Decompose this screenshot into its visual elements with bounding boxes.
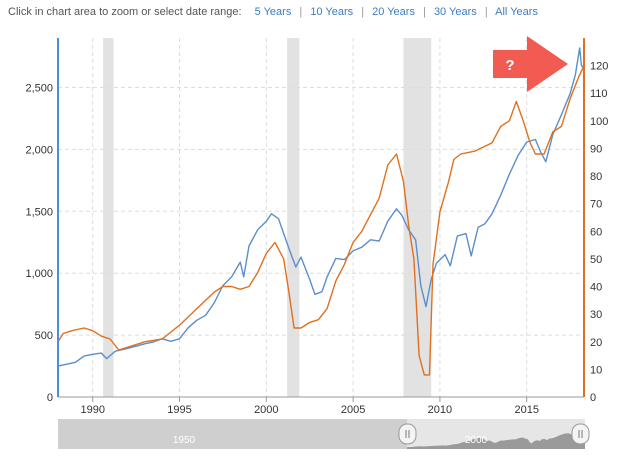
right-axis-tick-label: 20	[590, 337, 602, 349]
range-20-years[interactable]: 20 Years	[372, 6, 415, 18]
x-axis-tick-label: 2005	[341, 404, 365, 416]
left-axis-tick-label: 2,000	[25, 144, 53, 156]
navigator[interactable]: 1950 2000	[58, 419, 590, 449]
x-axis-tick-label: 1995	[167, 404, 191, 416]
axes: 0 500 1,000 1,500 2,000 2,500 0 10 20 30 40 50 60 70 8…	[25, 38, 608, 416]
right-axis-tick-label: 50	[590, 254, 602, 266]
navigator-label-2000: 2000	[465, 435, 488, 446]
x-axis-tick-label: 1990	[80, 404, 104, 416]
callout-text: ?	[505, 57, 514, 74]
navigator-handle-left[interactable]	[398, 423, 417, 445]
navigator-handle-right[interactable]	[571, 423, 590, 445]
grid-lines	[58, 38, 584, 397]
recession-bands	[103, 38, 432, 397]
right-axis-tick-label: 60	[590, 226, 602, 238]
left-axis-tick-label: 2,500	[25, 83, 53, 95]
navigator-label-1950: 1950	[173, 435, 196, 446]
right-axis-tick-label: 70	[590, 199, 602, 211]
x-axis-tick-label: 2000	[254, 404, 278, 416]
callout-arrow	[493, 36, 568, 92]
right-axis-tick-label: 120	[590, 61, 608, 73]
zoom-toolbar: Click in chart area to zoom or select da…	[8, 6, 538, 22]
recession-band	[103, 38, 114, 397]
series-line-left	[57, 47, 585, 367]
right-axis-tick-label: 90	[590, 143, 602, 155]
separator: |	[361, 6, 365, 18]
left-axis-tick-label: 1,500	[25, 206, 53, 218]
separator: |	[423, 6, 426, 18]
navigator-unselected	[58, 419, 407, 449]
left-axis-tick-label: 1,000	[25, 268, 53, 280]
separator: |	[484, 6, 488, 18]
right-axis-tick-label: 10	[590, 364, 602, 376]
range-10-years[interactable]: 10 Years	[310, 6, 354, 18]
right-axis-tick-label: 80	[590, 171, 602, 183]
left-axis-tick-label: 0	[47, 392, 53, 404]
x-axis-tick-label: 2010	[428, 404, 452, 416]
x-axis-tick-label: 2015	[514, 404, 538, 416]
right-axis-tick-label: 30	[590, 309, 602, 321]
left-axis-tick-label: 500	[35, 330, 53, 342]
right-axis-tick-label: 0	[590, 392, 596, 404]
series-layer	[57, 47, 585, 376]
recession-band	[287, 38, 300, 397]
range-30-years[interactable]: 30 Years	[433, 6, 477, 18]
range-all-years[interactable]: All Years	[495, 6, 538, 18]
zoom-prompt: Click in chart area to zoom or select da…	[8, 6, 242, 18]
range-5-years[interactable]: 5 Years	[254, 6, 292, 18]
navigator-mini-series	[407, 427, 585, 449]
series-line-right	[57, 65, 585, 376]
right-axis-tick-label: 40	[590, 282, 602, 294]
separator: |	[299, 6, 303, 18]
callout: ?	[493, 36, 568, 92]
right-axis-tick-label: 110	[590, 88, 608, 100]
right-axis-tick-label: 100	[590, 116, 608, 128]
